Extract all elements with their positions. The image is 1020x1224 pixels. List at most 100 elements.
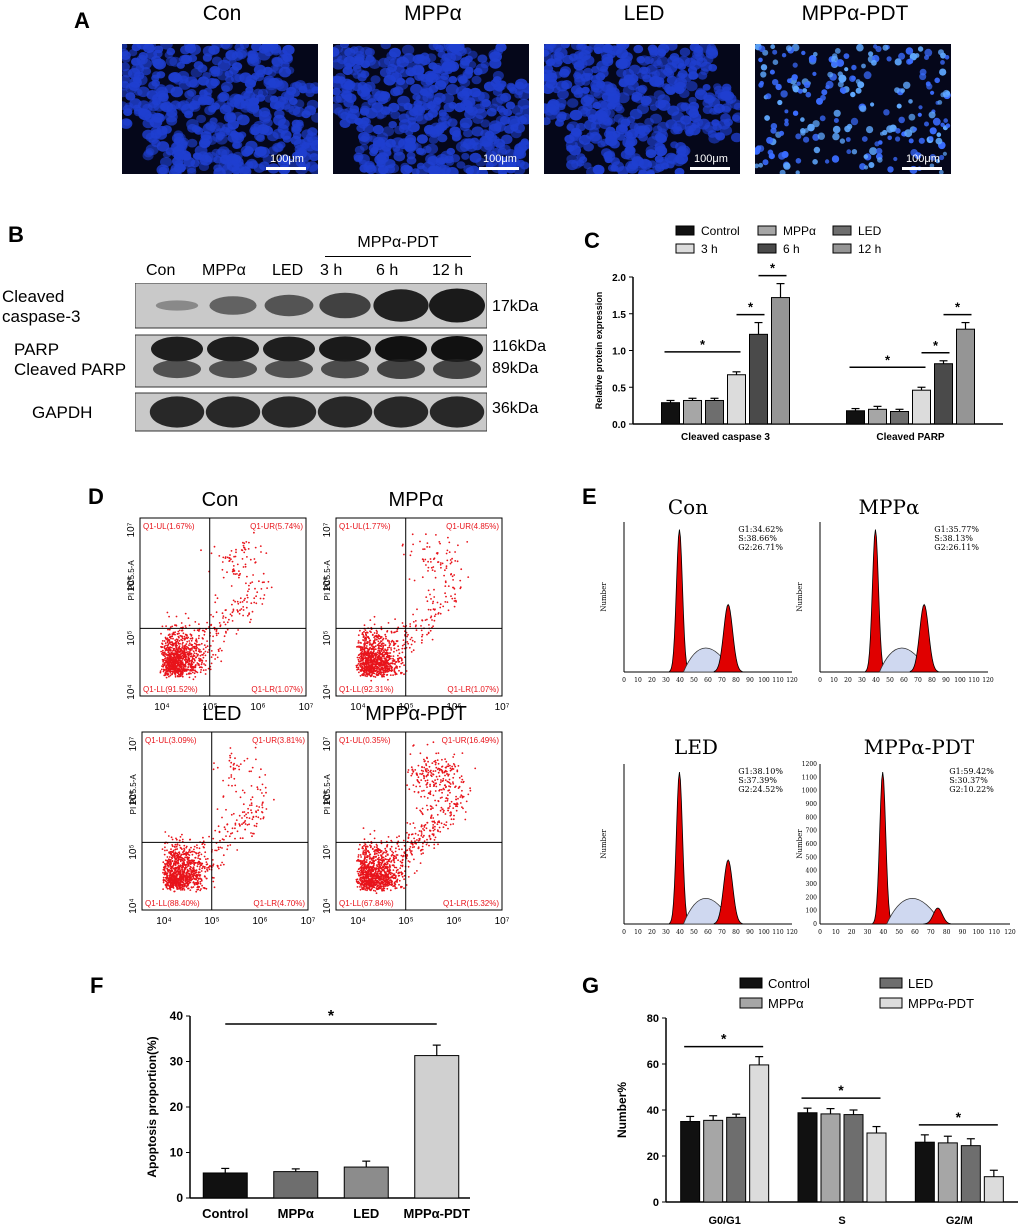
y-tick-label: 0.0 bbox=[612, 420, 626, 431]
flow-dot bbox=[427, 589, 430, 592]
flow-dot bbox=[370, 679, 373, 682]
cell-nucleus bbox=[501, 134, 513, 145]
flow-dot bbox=[374, 642, 377, 644]
y-axis-label: PI PC5.5-A bbox=[323, 560, 332, 601]
flow-dot bbox=[181, 838, 184, 841]
flow-dot bbox=[388, 646, 391, 649]
flow-dot bbox=[381, 639, 384, 641]
flow-dot bbox=[181, 848, 183, 850]
flow-dot bbox=[191, 637, 194, 639]
flow-dot bbox=[171, 838, 174, 841]
flow-dot bbox=[373, 672, 376, 675]
cell-nucleus bbox=[821, 89, 828, 96]
flow-dot bbox=[427, 608, 430, 611]
cell-nucleus bbox=[352, 71, 361, 79]
flow-dot bbox=[179, 663, 182, 666]
cell-nucleus bbox=[802, 88, 808, 93]
flow-dot bbox=[181, 884, 184, 887]
flow-dot bbox=[168, 633, 171, 636]
legend-label: 6 h bbox=[783, 242, 800, 256]
flow-dot bbox=[167, 870, 170, 873]
cell-nucleus bbox=[886, 56, 892, 62]
cell-nucleus bbox=[282, 135, 292, 143]
flow-dot bbox=[452, 586, 454, 589]
flow-dot bbox=[173, 666, 176, 669]
flow-dot bbox=[205, 858, 207, 861]
flow-dot bbox=[205, 669, 207, 671]
cell-nucleus bbox=[863, 71, 872, 80]
flow-dot bbox=[254, 561, 257, 564]
flow-dot bbox=[372, 645, 374, 648]
flow-dot bbox=[187, 663, 190, 666]
flow-dot bbox=[186, 637, 189, 640]
flow-dot bbox=[179, 836, 182, 838]
flow-dot bbox=[183, 869, 186, 871]
cell-nucleus bbox=[196, 114, 207, 124]
cell-nucleus bbox=[280, 101, 291, 110]
cell-nucleus bbox=[877, 157, 883, 163]
cell-nucleus bbox=[134, 88, 143, 96]
cell-nucleus bbox=[233, 141, 243, 149]
flow-dot bbox=[437, 561, 439, 563]
flow-dot bbox=[393, 650, 395, 653]
flow-dot bbox=[176, 881, 179, 884]
cell-nucleus bbox=[929, 154, 937, 161]
flow-dot bbox=[419, 540, 421, 543]
panel-label-a: A bbox=[74, 8, 90, 33]
flow-dot bbox=[232, 565, 235, 567]
flow-dot bbox=[467, 576, 470, 578]
flow-dot bbox=[363, 630, 365, 633]
flow-dot bbox=[385, 669, 388, 672]
flow-dot bbox=[222, 556, 225, 559]
flow-dot bbox=[172, 653, 175, 656]
flow-dot bbox=[391, 639, 394, 642]
flow-dot bbox=[205, 660, 207, 662]
cell-nucleus bbox=[624, 151, 636, 161]
flow-dot bbox=[177, 859, 179, 862]
cell-nucleus bbox=[311, 112, 318, 123]
cell-nucleus bbox=[894, 58, 902, 66]
flow-dot bbox=[372, 641, 375, 644]
cell-nucleus bbox=[760, 64, 768, 71]
flow-dot bbox=[420, 625, 422, 627]
flow-dot bbox=[381, 642, 383, 645]
cell-nucleus bbox=[909, 53, 918, 61]
cell-nucleus bbox=[624, 131, 633, 139]
flow-dot bbox=[182, 652, 185, 655]
cell-nucleus bbox=[480, 129, 491, 138]
flow-dot bbox=[378, 642, 380, 645]
cell-nucleus bbox=[412, 104, 426, 116]
flow-dot bbox=[176, 633, 179, 635]
flow-dot bbox=[426, 618, 428, 621]
flow-dot bbox=[221, 568, 224, 571]
cell-nucleus bbox=[880, 131, 884, 136]
cell-nucleus bbox=[929, 163, 935, 169]
flow-dot bbox=[188, 640, 191, 642]
flow-dot bbox=[382, 660, 385, 663]
flow-dot bbox=[248, 613, 250, 616]
cell-nucleus bbox=[335, 93, 347, 103]
cell-nucleus bbox=[918, 137, 925, 144]
flow-dot bbox=[242, 544, 245, 547]
flow-dot bbox=[200, 642, 203, 645]
cell-nucleus bbox=[444, 67, 453, 75]
flow-dot bbox=[377, 647, 380, 650]
cell-nucleus bbox=[612, 130, 621, 138]
flow-dot bbox=[218, 867, 220, 870]
flow-dot bbox=[365, 672, 368, 674]
flow-dot bbox=[381, 666, 383, 668]
flow-dot bbox=[249, 558, 252, 561]
cell-nucleus bbox=[446, 167, 459, 174]
cell-nucleus bbox=[836, 59, 845, 67]
blot-band bbox=[261, 396, 317, 428]
flow-dot bbox=[188, 624, 191, 627]
flow-dot bbox=[187, 666, 190, 668]
flow-dot bbox=[167, 860, 170, 863]
flow-dot bbox=[176, 647, 178, 649]
cell-nucleus bbox=[832, 125, 841, 134]
flow-dot bbox=[204, 664, 207, 667]
flow-dot bbox=[185, 655, 188, 658]
cell-nucleus bbox=[204, 97, 215, 106]
cell-nucleus bbox=[837, 71, 843, 77]
cell-nucleus bbox=[792, 62, 798, 68]
